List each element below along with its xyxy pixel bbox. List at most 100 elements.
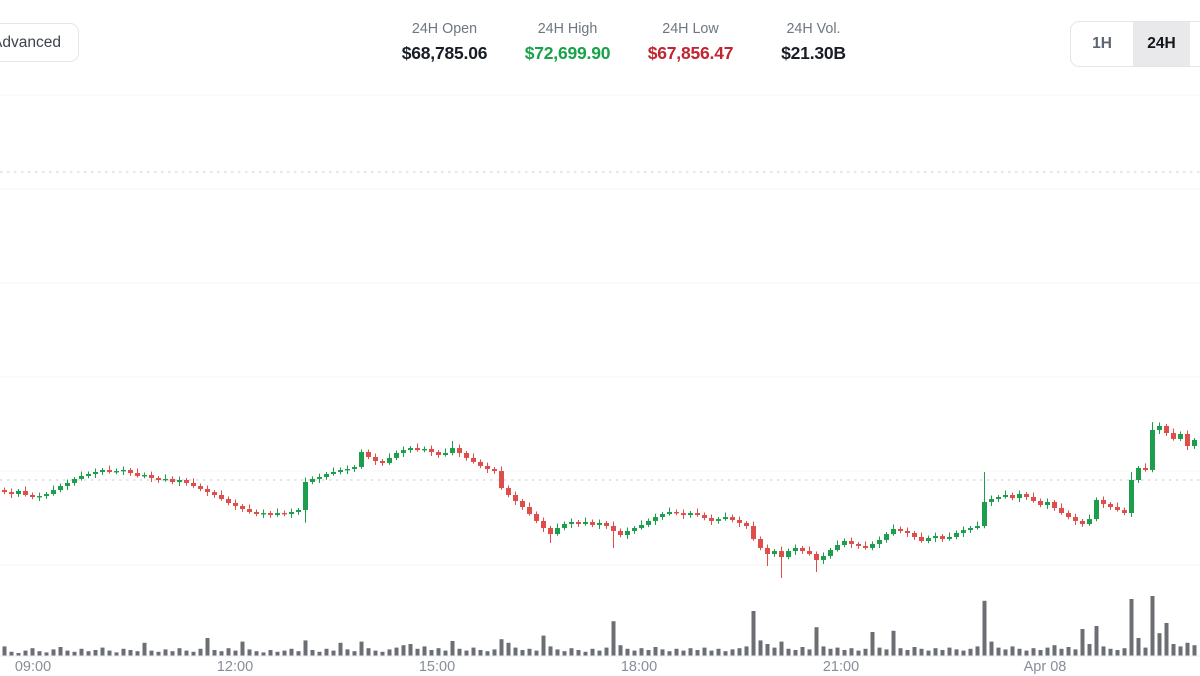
candle-body — [317, 477, 322, 479]
volume-bar — [891, 630, 896, 656]
candle-body — [149, 475, 154, 479]
candle-body — [828, 549, 833, 556]
volume-bar — [37, 651, 42, 656]
volume-bar — [1073, 649, 1078, 656]
volume-bar — [492, 649, 497, 656]
candle-body — [954, 532, 959, 537]
candle-body — [569, 522, 574, 525]
candle-body — [919, 536, 924, 542]
volume-bar — [947, 647, 952, 656]
volume-bar — [989, 641, 994, 656]
candle-body — [331, 471, 336, 474]
candle-body — [443, 452, 448, 455]
candle-body — [996, 496, 1001, 500]
candle-body — [912, 532, 917, 537]
candle-body — [1136, 467, 1141, 481]
volume-bar — [1171, 644, 1176, 656]
candle-body — [667, 511, 672, 514]
candle-body — [926, 538, 931, 542]
candle-body — [527, 507, 532, 514]
volume-bar — [499, 639, 504, 656]
candle-body — [366, 452, 371, 457]
volume-bar — [1178, 646, 1183, 656]
candle-body — [261, 513, 266, 515]
volume-bar — [331, 650, 336, 656]
volume-bar — [1017, 648, 1022, 656]
volume-bar — [772, 647, 777, 656]
volume-bar — [653, 647, 658, 656]
volume-bar — [121, 648, 126, 656]
timeframe-1h-button[interactable]: 1H — [1071, 22, 1133, 66]
volume-bar — [128, 650, 133, 656]
volume-bar — [842, 650, 847, 656]
volume-bar — [905, 650, 910, 656]
volume-bar — [541, 635, 546, 656]
candle-body — [674, 511, 679, 514]
x-axis-label: Apr 08 — [1024, 659, 1067, 675]
x-axis-label: 12:00 — [217, 659, 253, 675]
candle-body — [2, 490, 7, 493]
advanced-chart-button[interactable]: Advanced — [0, 23, 79, 62]
candle-body — [562, 524, 567, 529]
candle-body — [1052, 501, 1057, 508]
volume-bar — [219, 651, 224, 656]
candle-body — [128, 469, 133, 474]
candle-body — [716, 519, 721, 521]
volume-bar — [233, 650, 238, 656]
volume-bar — [1143, 647, 1148, 656]
volume-bar — [737, 648, 742, 656]
volume-bar — [1080, 629, 1085, 656]
candle-body — [485, 465, 490, 470]
volume-bar — [828, 648, 833, 656]
candle-body — [478, 461, 483, 466]
volume-bar — [93, 650, 98, 656]
candle-body — [660, 513, 665, 518]
volume-bar — [1108, 648, 1113, 656]
candle-body — [688, 513, 693, 516]
volume-bar — [303, 640, 308, 656]
volume-bar — [954, 649, 959, 656]
stat-label: 24H Vol. — [786, 21, 841, 37]
candle-body — [772, 551, 777, 554]
volume-bar — [646, 650, 651, 656]
volume-bar — [247, 649, 252, 656]
volume-bar — [758, 640, 763, 656]
candle-body — [800, 547, 805, 552]
volume-bar — [569, 648, 574, 656]
volume-bar — [107, 650, 112, 656]
candle-body — [744, 522, 749, 527]
volume-bar — [205, 638, 210, 656]
candle-body — [695, 513, 700, 516]
candle-body — [464, 452, 469, 458]
volume-bar — [1059, 648, 1064, 656]
volume-bar — [1129, 599, 1134, 656]
candle-body — [863, 545, 868, 548]
volume-bar — [1094, 626, 1099, 656]
candle-body — [254, 511, 259, 514]
volume-bar — [625, 648, 630, 656]
stat-24h-low: 24H Low $67,856.47 — [629, 21, 752, 64]
volume-bar — [338, 642, 343, 656]
volume-bar — [240, 641, 245, 656]
candle-body — [513, 494, 518, 502]
candle-body — [646, 520, 651, 525]
candle-body — [555, 528, 560, 535]
candle-body — [548, 528, 553, 535]
stat-value: $72,699.90 — [524, 43, 611, 63]
volume-bar — [450, 641, 455, 656]
volume-bar — [814, 627, 819, 656]
candle-body — [681, 513, 686, 516]
candle-body — [226, 499, 231, 504]
volume-bar — [870, 632, 875, 656]
candle-body — [247, 509, 252, 512]
timeframe-24h-button[interactable]: 24H — [1133, 22, 1190, 66]
candle-body — [16, 490, 21, 495]
volume-bar — [324, 648, 329, 656]
volume-bar — [16, 653, 21, 656]
candle-body — [940, 536, 945, 540]
x-axis-label: 15:00 — [419, 659, 455, 675]
candle-body — [709, 518, 714, 521]
candle-body — [583, 522, 588, 525]
